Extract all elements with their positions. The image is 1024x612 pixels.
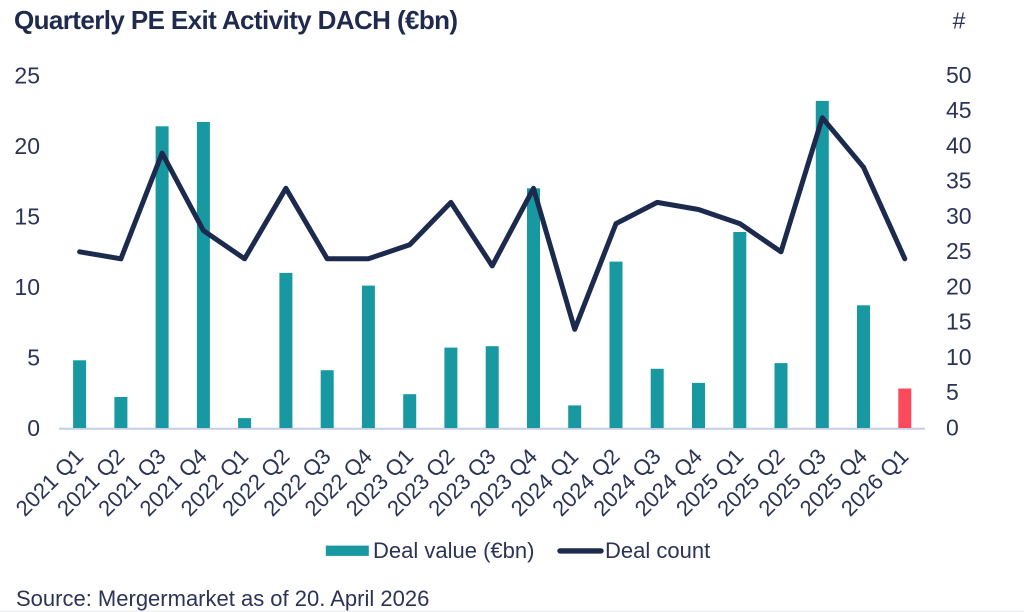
svg-text:15: 15 xyxy=(14,204,40,230)
svg-text:20: 20 xyxy=(946,273,972,299)
svg-text:Source: Mergermarket as of 20.: Source: Mergermarket as of 20. April 202… xyxy=(16,586,429,611)
svg-text:50: 50 xyxy=(946,62,972,88)
svg-text:15: 15 xyxy=(946,309,972,335)
svg-text:5: 5 xyxy=(27,345,40,371)
svg-text:10: 10 xyxy=(14,274,40,300)
svg-text:10: 10 xyxy=(946,344,972,370)
svg-text:20: 20 xyxy=(14,133,40,159)
svg-text:35: 35 xyxy=(946,168,972,194)
svg-text:Deal count: Deal count xyxy=(605,538,710,563)
svg-text:45: 45 xyxy=(946,97,972,123)
svg-text:5: 5 xyxy=(946,379,959,405)
svg-text:25: 25 xyxy=(14,63,40,89)
svg-text:Quarterly PE Exit Activity DAC: Quarterly PE Exit Activity DACH (€bn) xyxy=(14,5,458,35)
svg-text:#: # xyxy=(953,8,966,34)
svg-text:30: 30 xyxy=(946,203,972,229)
svg-text:0: 0 xyxy=(946,414,959,440)
svg-text:Deal value (€bn): Deal value (€bn) xyxy=(373,538,534,563)
svg-text:40: 40 xyxy=(946,132,972,158)
svg-text:0: 0 xyxy=(27,415,40,441)
svg-text:25: 25 xyxy=(946,238,972,264)
